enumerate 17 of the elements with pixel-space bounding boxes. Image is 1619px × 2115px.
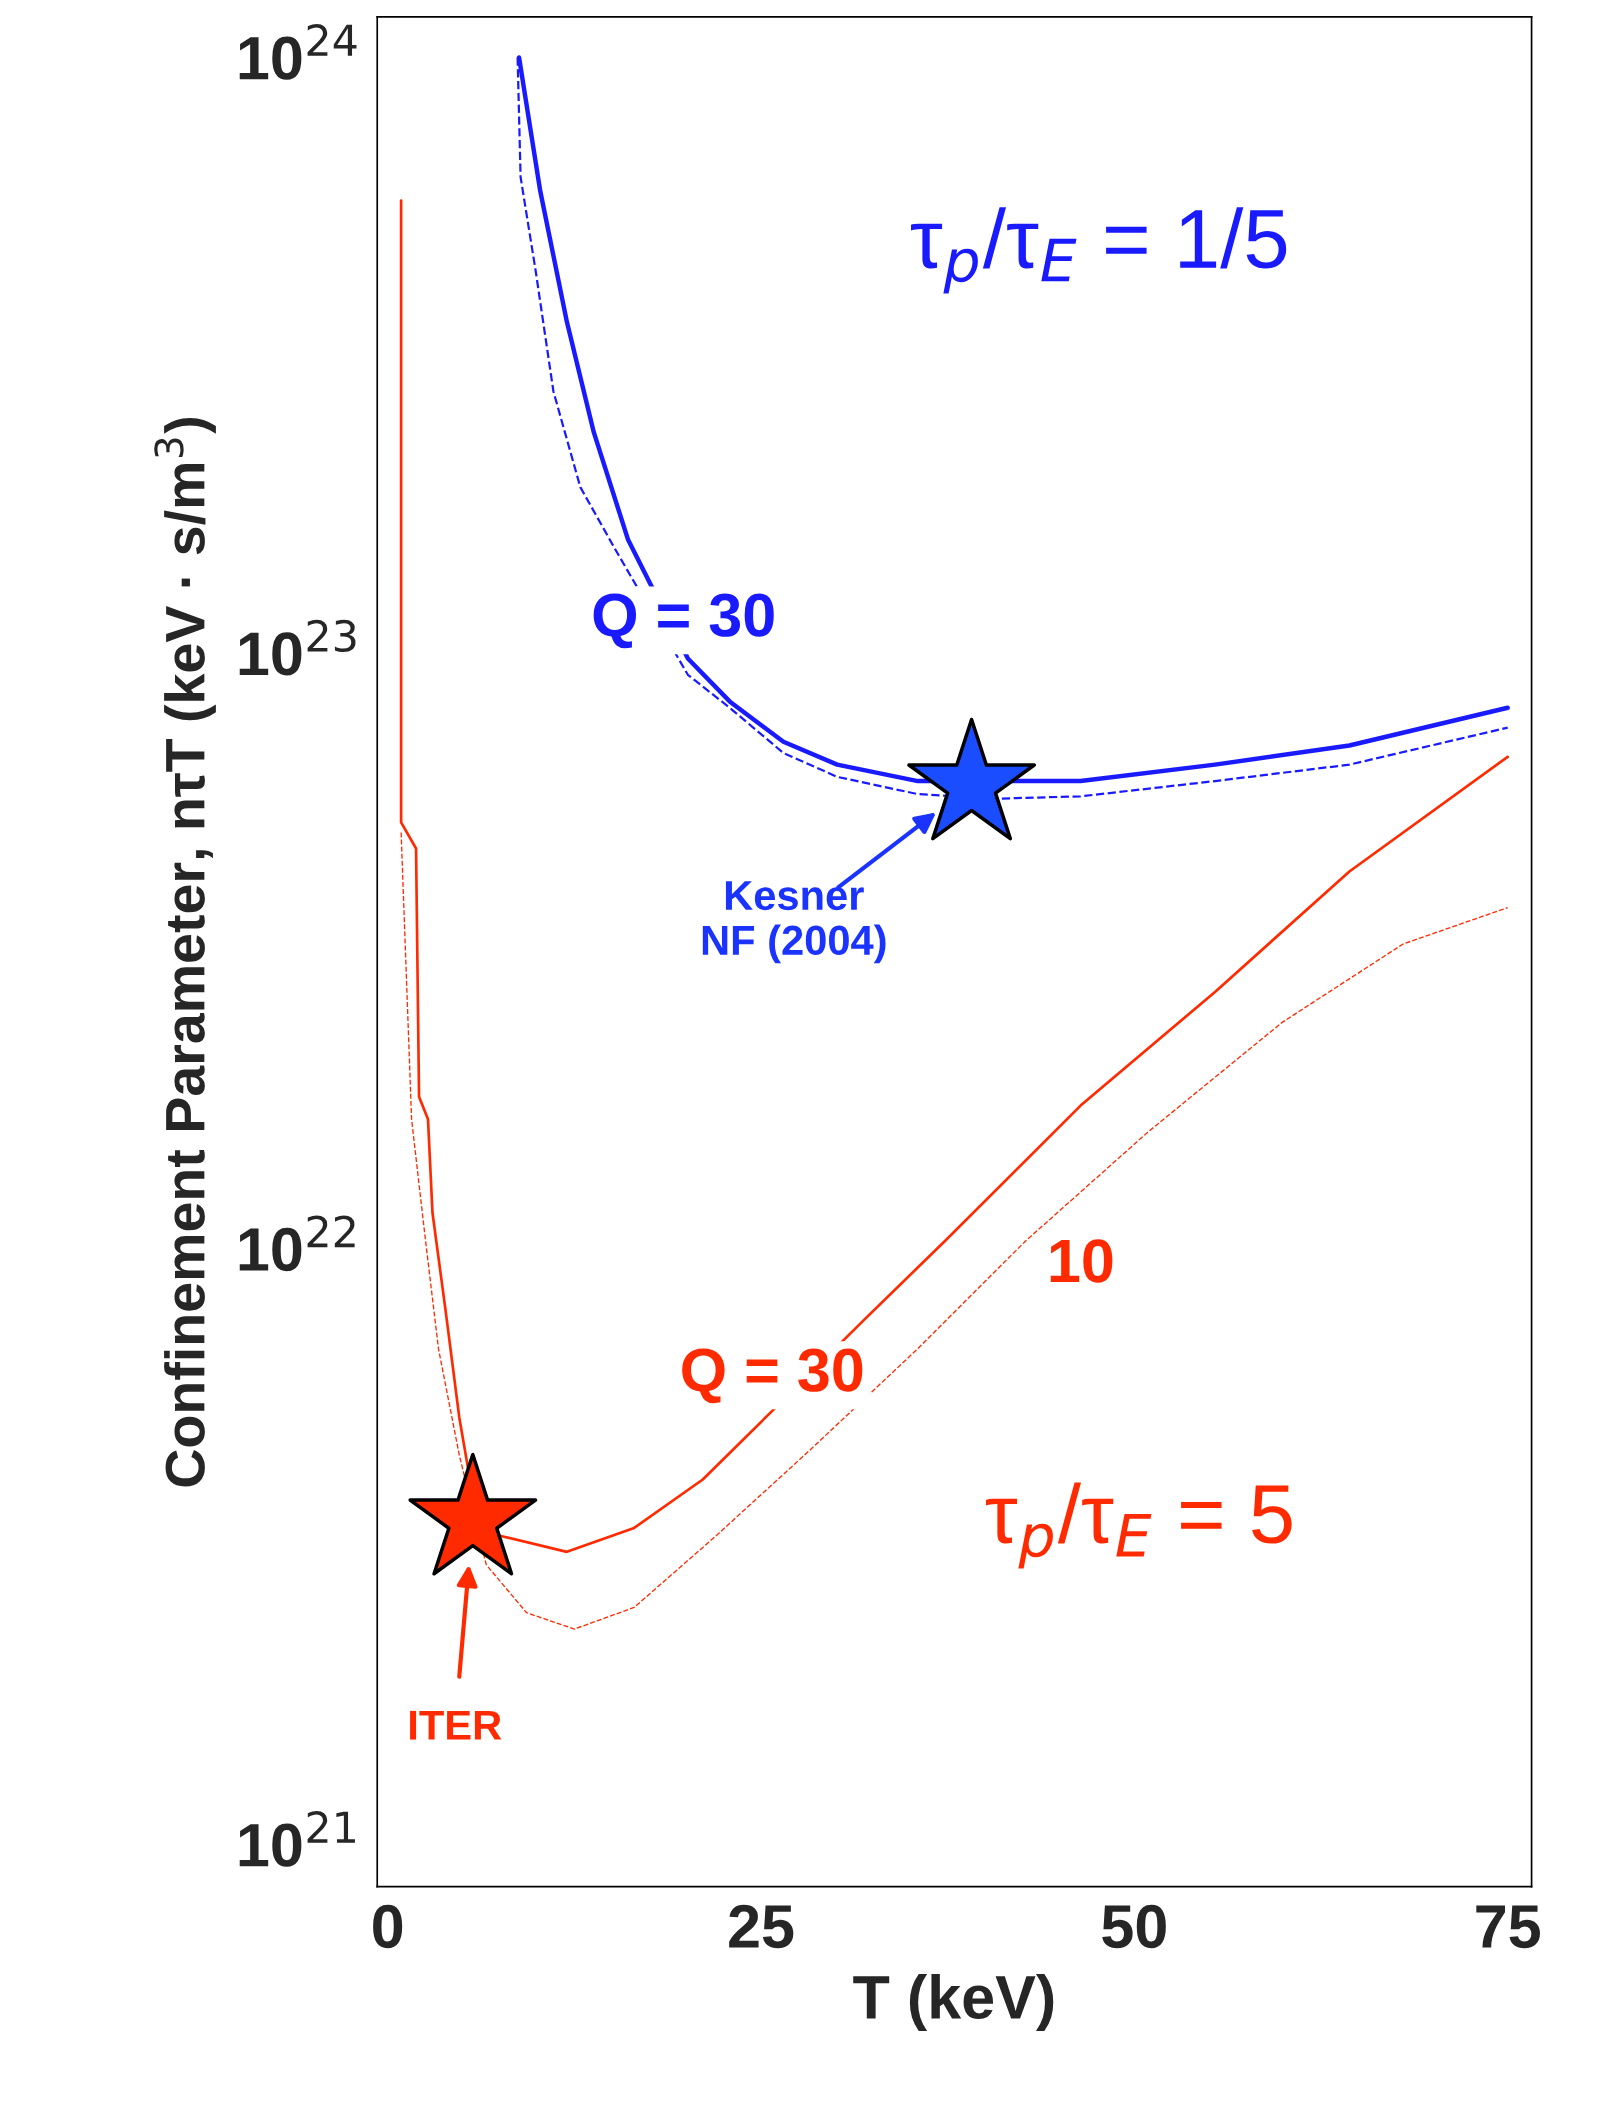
annotation: τ$_{p}$/τ$_{E}$ = 1/5 (911, 207, 1287, 294)
y-tick-label: 10$^{22}$ (239, 1215, 355, 1272)
y-axis-title: Confinement Parameter, nτT (keV · s/m$^{3}$) (154, 418, 216, 1487)
x-tick-label: 25 (729, 1904, 794, 1949)
x-tick-label: 0 (373, 1904, 403, 1949)
annotation: Kesner NF (2004) (702, 881, 886, 964)
x-tick-label: 75 (1476, 1905, 1540, 1949)
y-tick-label: 10$^{23}$ (239, 619, 356, 676)
annotation: ITER (410, 1710, 502, 1740)
y-tick-label: 10$^{24}$ (239, 24, 357, 80)
x-axis-title: T (keV) (853, 1974, 1054, 2032)
series-label: Q = 30 (682, 1348, 863, 1404)
annotation: τ$_{p}$/τ$_{E}$ = 5 (986, 1482, 1292, 1569)
series-label: 10 (1050, 1239, 1113, 1283)
series-label: Q = 30 (593, 593, 774, 649)
x-tick-label: 50 (1102, 1904, 1166, 1949)
y-tick-label: 10$^{21}$ (239, 1811, 355, 1867)
